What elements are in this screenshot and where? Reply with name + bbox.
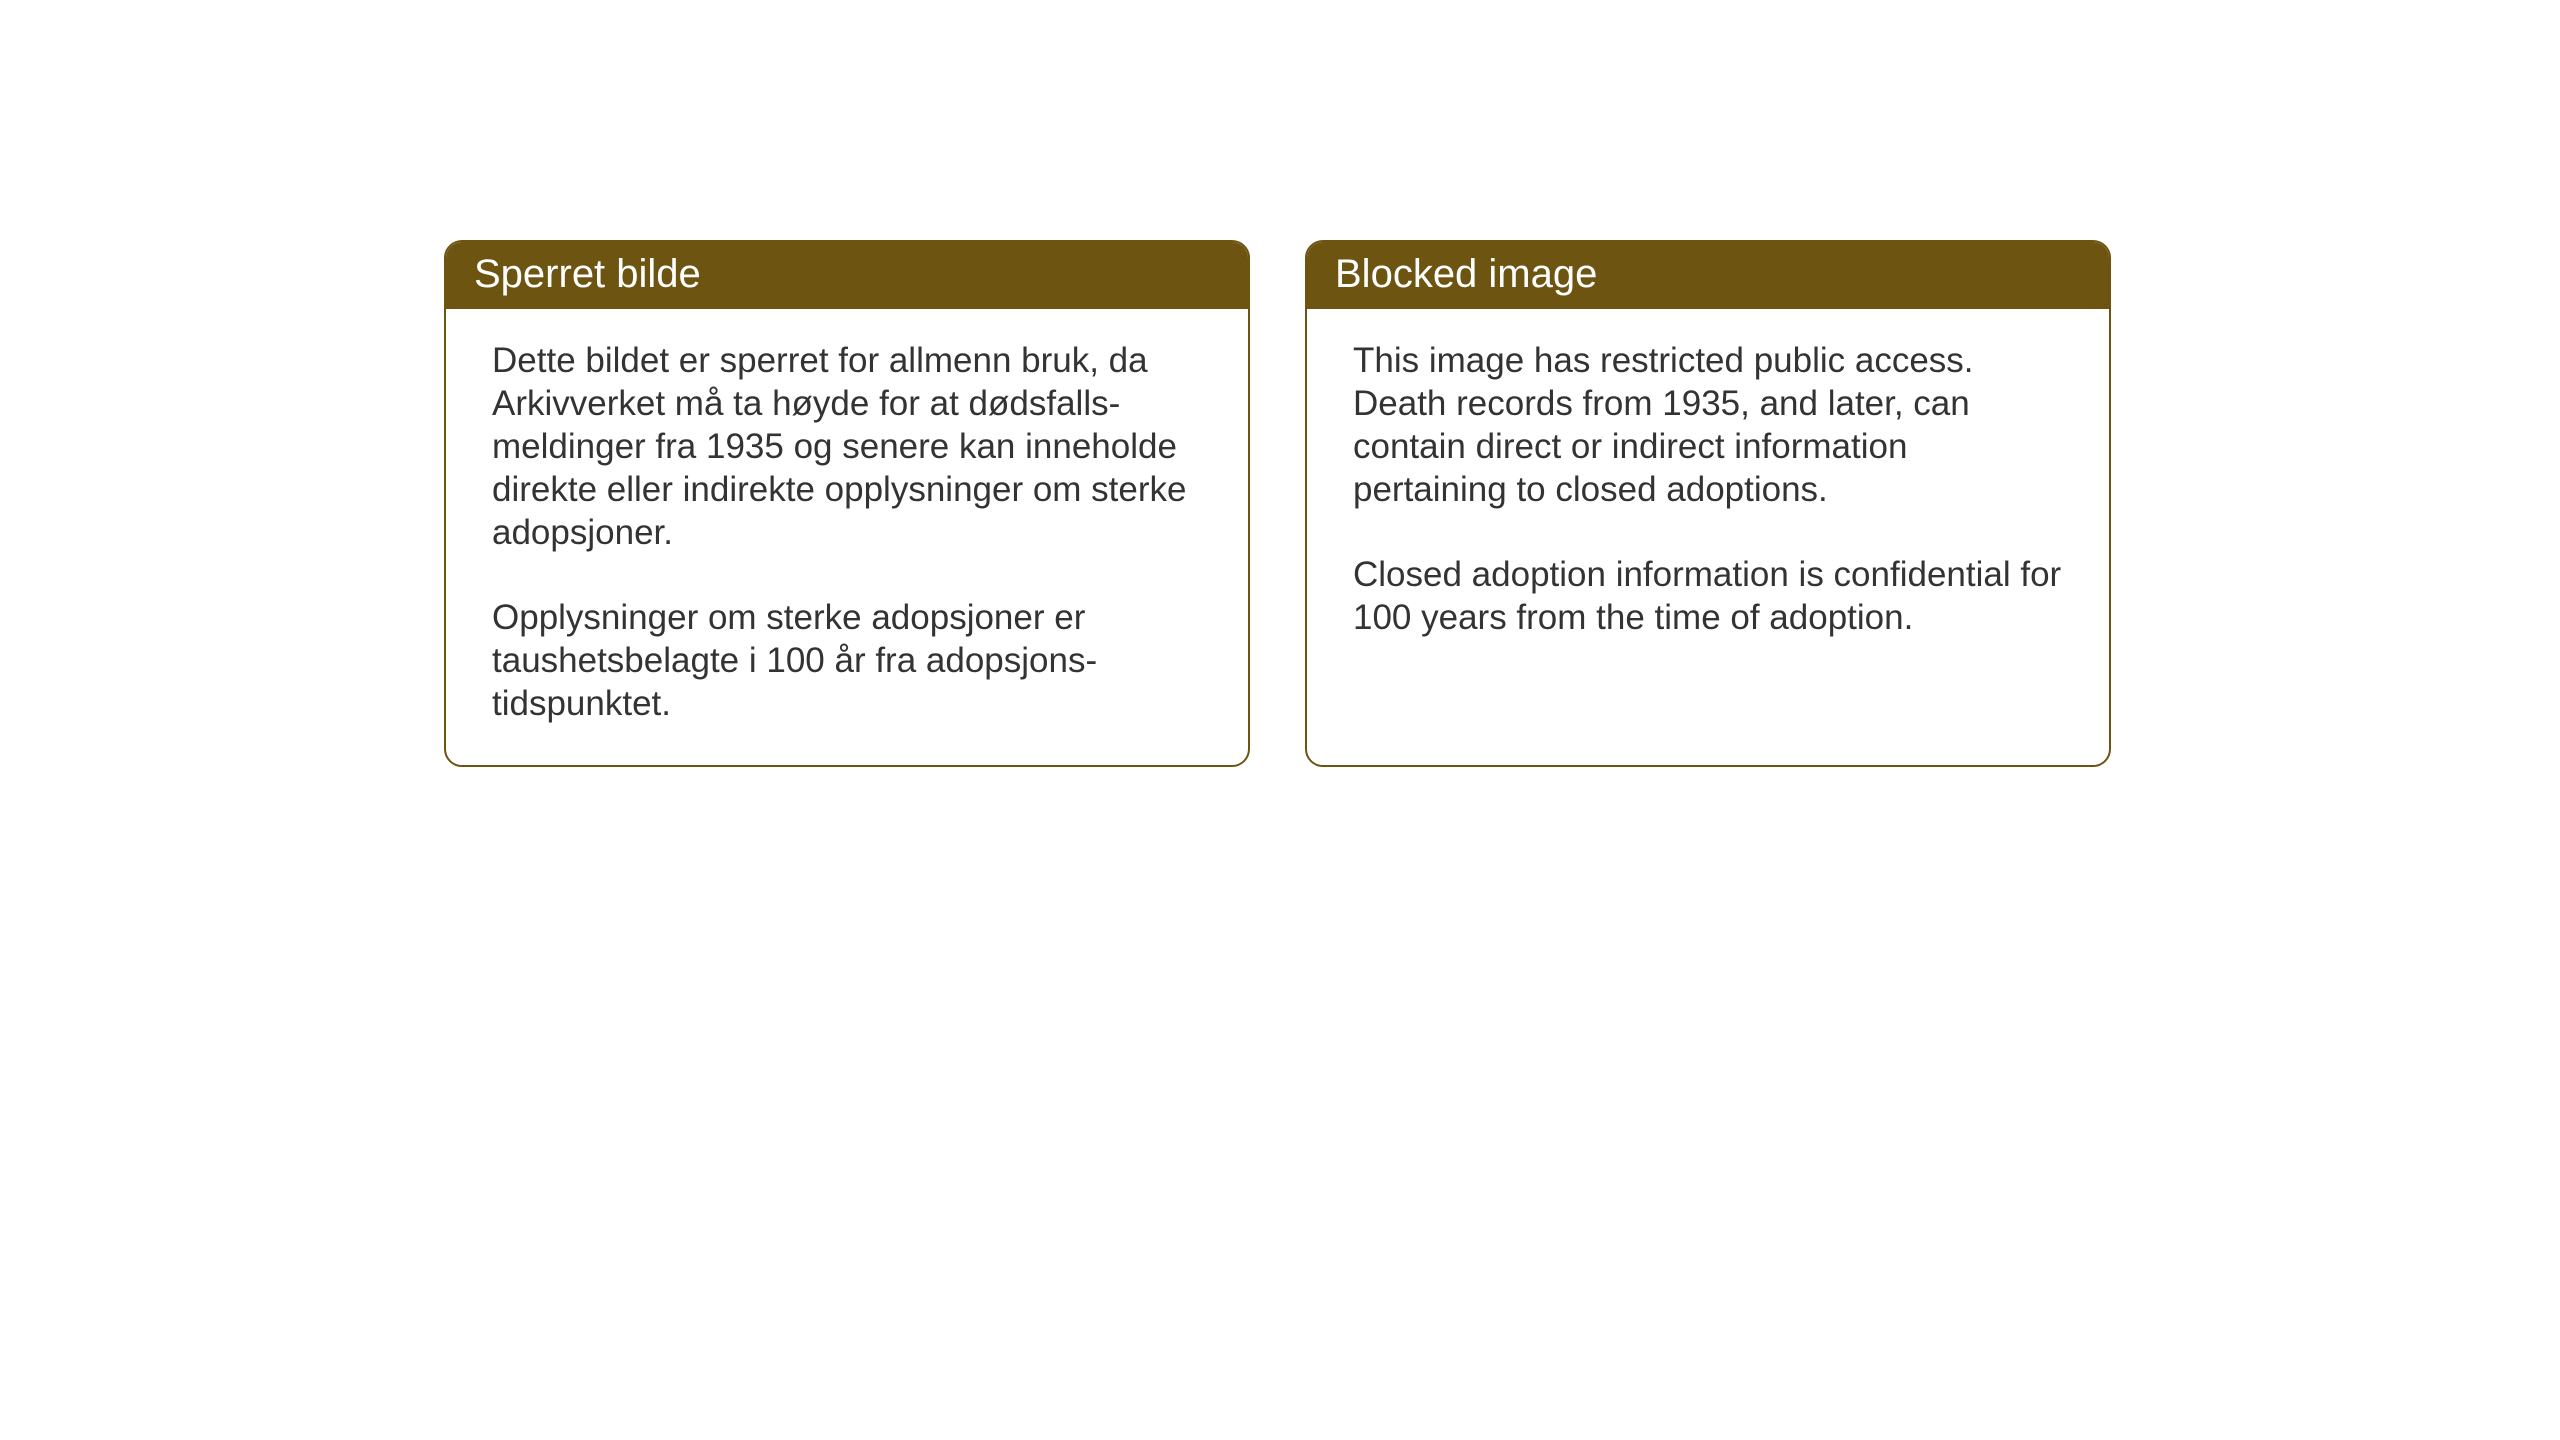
paragraph-no-1: Dette bildet er sperret for allmenn bruk… bbox=[492, 339, 1202, 554]
card-body-norwegian: Dette bildet er sperret for allmenn bruk… bbox=[446, 309, 1248, 765]
paragraph-en-2: Closed adoption information is confident… bbox=[1353, 553, 2063, 639]
card-header-norwegian: Sperret bilde bbox=[446, 242, 1248, 309]
card-body-english: This image has restricted public access.… bbox=[1307, 309, 2109, 754]
notice-container: Sperret bilde Dette bildet er sperret fo… bbox=[444, 240, 2111, 767]
card-header-english: Blocked image bbox=[1307, 242, 2109, 309]
notice-card-norwegian: Sperret bilde Dette bildet er sperret fo… bbox=[444, 240, 1250, 767]
notice-card-english: Blocked image This image has restricted … bbox=[1305, 240, 2111, 767]
paragraph-no-2: Opplysninger om sterke adopsjoner er tau… bbox=[492, 596, 1202, 725]
paragraph-en-1: This image has restricted public access.… bbox=[1353, 339, 2063, 511]
